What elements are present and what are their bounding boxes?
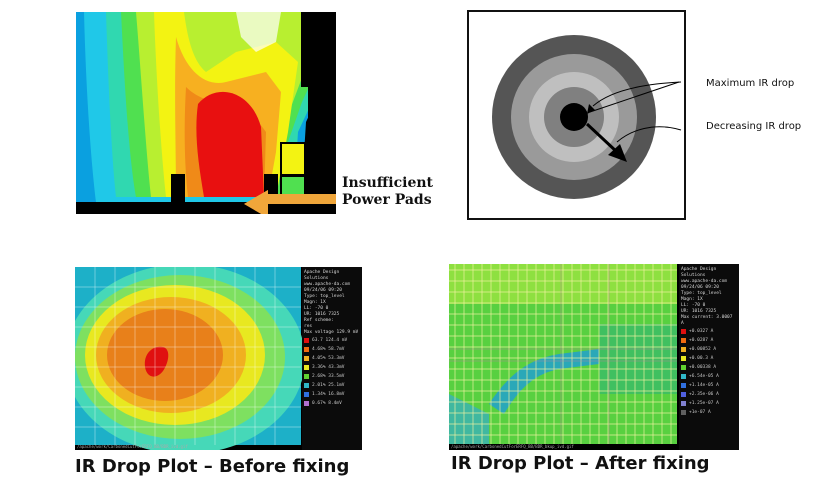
- legend-header-line: Apache Design: [681, 267, 717, 272]
- after-file-path: /apache/work/CarbonedCutForERFQ_BB/BDR_b…: [451, 444, 574, 449]
- legend-swatch: [681, 329, 686, 334]
- legend-value: +1e-07 A: [689, 409, 711, 415]
- after-legend: Apache Design Solutions www.apache-da.com 0…: [679, 264, 739, 450]
- legend-value: 0.67% 8.4mV: [312, 400, 342, 406]
- ir-plot-after: Apache Design Solutions www.apache-da.com 0…: [449, 264, 739, 450]
- legend-header-line: LL: -70 0: [304, 306, 329, 311]
- legend-value: +1.25e-07 A: [689, 400, 719, 406]
- legend-row: +1.25e-07 A: [681, 399, 737, 408]
- concentric-ir-diagram: [467, 10, 686, 220]
- legend-row: 2.01% 25.1mV: [304, 381, 360, 390]
- legend-value: +0.0327 A: [689, 328, 714, 334]
- legend-row: 2.68% 33.5mV: [304, 372, 360, 381]
- legend-header-line: Solutions: [681, 273, 706, 278]
- insufficient-pads-heatmap: [76, 12, 336, 214]
- legend-row: 3.36% 43.3mV: [304, 363, 360, 372]
- legend-header-line: Apache Design: [304, 270, 340, 275]
- legend-swatch: [304, 347, 309, 352]
- legend-row: 4.05% 53.3mV: [304, 354, 360, 363]
- legend-header-line: www.apache-da.com: [304, 282, 351, 287]
- legend-row: 4.68% 58.7mV: [304, 345, 360, 354]
- legend-header-line: Magn: 1X: [681, 297, 703, 302]
- legend-value: +0.00338 A: [689, 364, 717, 370]
- legend-swatch: [681, 365, 686, 370]
- legend-swatch: [681, 356, 686, 361]
- legend-header-line: Max voltage 129.9 mV: [304, 330, 359, 335]
- before-file-path: /apache/work/CarbonedCutForERFQ_BB/BDR_i…: [77, 444, 188, 449]
- legend-row: 63.7 124.4 mV: [304, 336, 360, 345]
- legend-header-line: UR: 1016 7325: [304, 312, 340, 317]
- legend-value: 3.36% 43.3mV: [312, 364, 345, 370]
- heatmap-graphic: [76, 12, 336, 214]
- legend-value: 2.01% 25.1mV: [312, 382, 345, 388]
- pads-label-line2: Power Pads: [342, 192, 432, 208]
- legend-value: +0.0287 A: [689, 337, 714, 343]
- pads-label-line1: Insufficient: [342, 175, 433, 191]
- legend-value: +1.14e-05 A: [689, 382, 719, 388]
- legend-value: 1.34% 16.8mV: [312, 391, 345, 397]
- legend-swatch: [681, 410, 686, 415]
- legend-row: 0.67% 8.4mV: [304, 399, 360, 408]
- legend-header-line: UR: 1016 7325: [681, 309, 717, 314]
- legend-row: +0.00.3 A: [681, 354, 737, 363]
- before-heatmap: [75, 267, 305, 450]
- legend-value: +0.00852 A: [689, 346, 717, 352]
- legend-swatch: [304, 383, 309, 388]
- after-heatmap: [449, 264, 677, 444]
- legend-value: +0.00.3 A: [689, 355, 714, 361]
- legend-row: +1e-07 A: [681, 408, 737, 417]
- legend-swatch: [304, 338, 309, 343]
- caption-before: IR Drop Plot – Before fixing: [75, 456, 350, 477]
- legend-value: +2.35e-06 A: [689, 391, 719, 397]
- legend-header-line: Type: top_level: [681, 291, 722, 296]
- legend-row: +0.00338 A: [681, 363, 737, 372]
- legend-swatch: [681, 401, 686, 406]
- concentric-rings: [492, 35, 682, 199]
- legend-header-line: 09/24/06 09:20: [304, 288, 342, 293]
- legend-value: 63.7 124.4 mV: [312, 337, 348, 343]
- legend-row: 1.34% 16.8mV: [304, 390, 360, 399]
- legend-header-line: Max current: 3.0007 A: [681, 315, 733, 326]
- legend-value: 2.68% 33.5mV: [312, 373, 345, 379]
- legend-header-line: LL: -70 0: [681, 303, 706, 308]
- legend-header-line: Ref scheme:: [304, 318, 334, 323]
- legend-value: +6.54e-05 A: [689, 373, 719, 379]
- caption-after: IR Drop Plot – After fixing: [451, 453, 710, 474]
- legend-swatch: [681, 392, 686, 397]
- max-ir-label: Maximum IR drop: [706, 78, 795, 89]
- legend-header-line: Magn: 1X: [304, 300, 326, 305]
- legend-header-line: Type: top_level: [304, 294, 345, 299]
- legend-header-line: Solutions: [304, 276, 329, 281]
- legend-swatch: [304, 374, 309, 379]
- legend-row: +0.0287 A: [681, 336, 737, 345]
- legend-row: +0.00852 A: [681, 345, 737, 354]
- legend-row: +1.14e-05 A: [681, 381, 737, 390]
- legend-value: 4.05% 53.3mV: [312, 355, 345, 361]
- legend-swatch: [304, 365, 309, 370]
- legend-row: +0.0327 A: [681, 327, 737, 336]
- legend-swatch: [304, 392, 309, 397]
- decreasing-ir-label: Decreasing IR drop: [706, 121, 802, 132]
- legend-swatch: [681, 374, 686, 379]
- before-legend: Apache Design Solutions www.apache-da.com 0…: [302, 267, 362, 450]
- legend-swatch: [681, 347, 686, 352]
- legend-header-line: res: [304, 324, 313, 329]
- ir-plot-before: Apache Design Solutions www.apache-da.com 0…: [75, 267, 362, 450]
- legend-value: 4.68% 58.7mV: [312, 346, 345, 352]
- legend-row: +6.54e-05 A: [681, 372, 737, 381]
- legend-header-line: www.apache-da.com: [681, 279, 728, 284]
- legend-header-line: 09/24/06 09:20: [681, 285, 719, 290]
- legend-swatch: [304, 401, 309, 406]
- legend-row: +2.35e-06 A: [681, 390, 737, 399]
- legend-swatch: [681, 383, 686, 388]
- legend-swatch: [304, 356, 309, 361]
- legend-swatch: [681, 338, 686, 343]
